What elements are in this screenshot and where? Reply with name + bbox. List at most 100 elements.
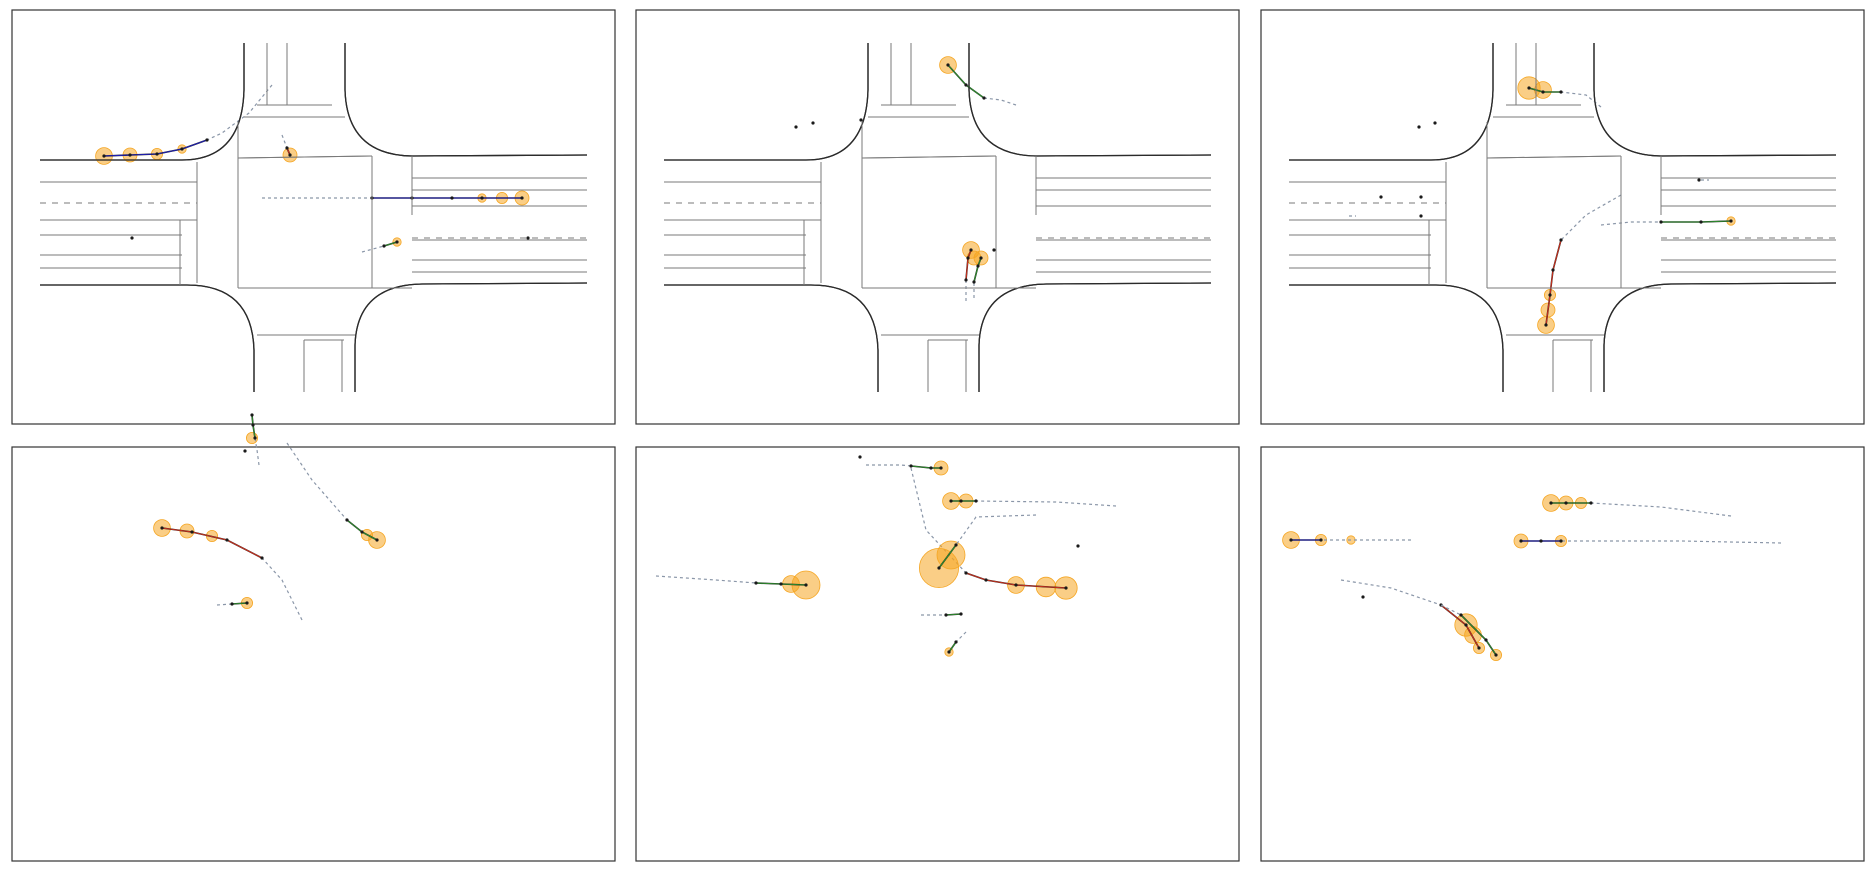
history-track bbox=[975, 500, 1117, 507]
predicted-track-color bbox=[161, 527, 263, 559]
agent-marker bbox=[1076, 544, 1080, 548]
trajectory-point bbox=[230, 602, 234, 606]
road-curb bbox=[978, 282, 1212, 392]
trajectory-point bbox=[909, 464, 913, 468]
trajectory-point bbox=[947, 650, 951, 654]
trajectory-point bbox=[929, 466, 933, 470]
road-curb bbox=[664, 284, 879, 392]
panel-scene-3 bbox=[1260, 9, 1865, 425]
trajectory-point bbox=[946, 63, 950, 67]
trajectory-point bbox=[1549, 501, 1553, 505]
road-curb bbox=[344, 43, 588, 157]
trajectory-point bbox=[974, 499, 978, 503]
agent-marker bbox=[992, 248, 996, 252]
predicted-track-color bbox=[965, 572, 1067, 589]
history-track bbox=[955, 514, 1037, 546]
history-track bbox=[286, 442, 348, 521]
panel-content bbox=[655, 43, 1212, 657]
trajectory-point bbox=[128, 153, 132, 157]
trajectory-point bbox=[450, 196, 454, 200]
agent-marker bbox=[858, 455, 862, 459]
trajectory-point bbox=[345, 518, 349, 522]
trajectory-point bbox=[1539, 539, 1543, 543]
trajectory-point bbox=[250, 413, 254, 417]
history-track bbox=[206, 84, 273, 141]
agent-marker bbox=[859, 118, 863, 122]
trajectory-point bbox=[205, 138, 209, 142]
trajectory-point bbox=[1459, 613, 1463, 617]
panel-scene-6 bbox=[1260, 43, 1865, 862]
trajectory-point bbox=[937, 566, 941, 570]
trajectory-point bbox=[1548, 293, 1552, 297]
trajectory-point bbox=[964, 83, 968, 87]
road-curb bbox=[1289, 284, 1504, 392]
agent-marker bbox=[243, 449, 247, 453]
trajectory-point bbox=[976, 264, 980, 268]
trajectory-point bbox=[245, 601, 249, 605]
agent-marker bbox=[811, 121, 815, 125]
trajectory-point bbox=[969, 248, 973, 252]
trajectory-point bbox=[1589, 501, 1593, 505]
panel-scene-1 bbox=[11, 9, 616, 425]
agent-marker bbox=[1419, 214, 1423, 218]
trajectory-point bbox=[190, 530, 194, 534]
trajectory-point bbox=[1319, 538, 1323, 542]
trajectory-point bbox=[225, 538, 229, 542]
panel-content bbox=[1282, 43, 1837, 662]
predicted-track-color bbox=[948, 641, 957, 653]
predicted-track-color bbox=[945, 613, 962, 616]
road-curb bbox=[664, 43, 869, 161]
agent-marker bbox=[794, 125, 798, 129]
agent-marker bbox=[1361, 595, 1365, 599]
agent-marker bbox=[1697, 178, 1701, 182]
lane-line bbox=[861, 155, 997, 159]
trajectory-point bbox=[1064, 586, 1068, 590]
trajectory-point bbox=[959, 499, 963, 503]
trajectory-point bbox=[285, 146, 289, 150]
panel-frame bbox=[11, 446, 616, 862]
predicted-track-color bbox=[938, 544, 957, 569]
history-track bbox=[1561, 540, 1782, 544]
road-curb bbox=[40, 43, 245, 161]
trajectory-point bbox=[949, 499, 953, 503]
trajectory-point bbox=[959, 612, 963, 616]
trajectory-point bbox=[964, 278, 968, 282]
panel-frame bbox=[635, 446, 1240, 862]
trajectory-point bbox=[160, 526, 164, 530]
agent-marker bbox=[1379, 195, 1383, 199]
history-track bbox=[261, 557, 303, 621]
road-curb bbox=[968, 43, 1212, 157]
trajectory-point bbox=[1484, 638, 1488, 642]
history-track bbox=[1560, 194, 1622, 241]
history-track bbox=[1340, 579, 1442, 606]
agent-marker bbox=[1419, 195, 1423, 199]
trajectory-point bbox=[480, 196, 484, 200]
trajectory-point bbox=[954, 543, 958, 547]
panel-scene-5 bbox=[635, 43, 1240, 862]
trajectory-point bbox=[102, 154, 106, 158]
trajectory-point bbox=[260, 556, 264, 560]
history-track bbox=[216, 603, 233, 606]
trajectory-point bbox=[1699, 220, 1703, 224]
trajectory-point bbox=[251, 423, 255, 427]
road-curb bbox=[354, 282, 588, 392]
trajectory-point bbox=[1559, 90, 1563, 94]
trajectory-point bbox=[288, 153, 292, 157]
predicted-track-color bbox=[231, 602, 248, 605]
trajectory-point bbox=[1477, 646, 1481, 650]
trajectory-point bbox=[1527, 86, 1531, 90]
trajectory-point bbox=[979, 256, 983, 260]
trajectory-point bbox=[520, 196, 524, 200]
panel-frame bbox=[635, 9, 1240, 425]
trajectory-point bbox=[1551, 268, 1555, 272]
trajectory-point bbox=[1289, 538, 1293, 542]
trajectory-point bbox=[939, 466, 943, 470]
agent-marker bbox=[526, 236, 530, 240]
trajectory-point bbox=[375, 538, 379, 542]
trajectory-point bbox=[360, 530, 364, 534]
trajectory-point bbox=[155, 152, 159, 156]
road-curb bbox=[1603, 282, 1837, 392]
trajectory-point bbox=[972, 280, 976, 284]
